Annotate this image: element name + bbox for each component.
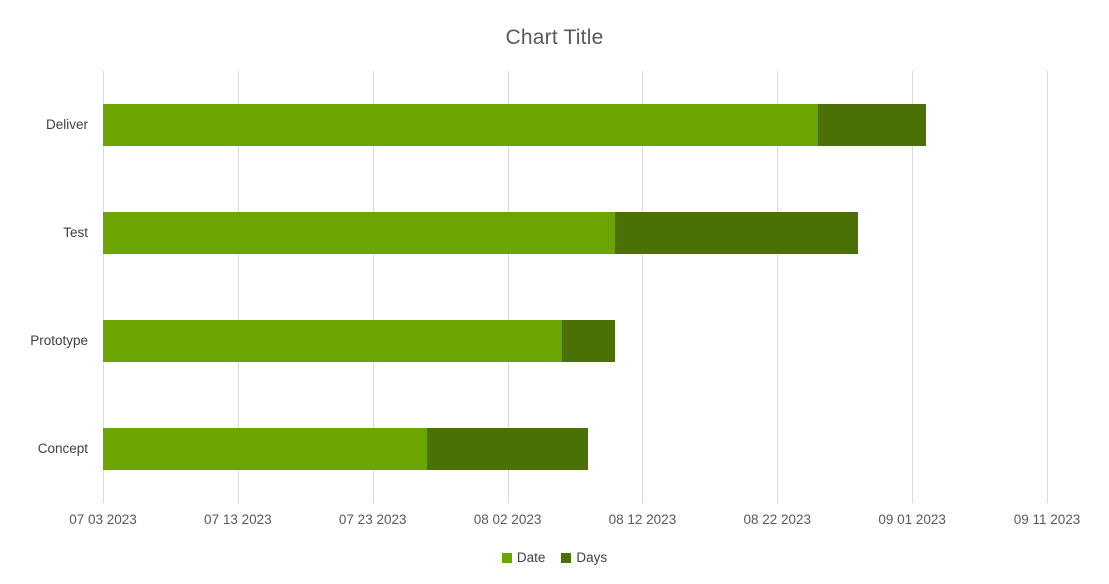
bar-segment-days-deliver[interactable] [817, 104, 926, 146]
vertical-gridline [237, 71, 239, 503]
legend-entry-days[interactable]: Days [561, 550, 607, 565]
category-label-deliver: Deliver [45, 117, 88, 132]
x-tick-label: 08 12 2023 [608, 512, 677, 527]
x-tick-label: 09 01 2023 [878, 512, 946, 527]
category-axis: Deliver Test Prototype Concept [0, 71, 88, 503]
x-tick-label: 07 03 2023 [69, 512, 137, 527]
vertical-gridline [912, 71, 914, 503]
plot-area [103, 71, 1048, 503]
legend-label: Days [576, 550, 608, 565]
bar-segment-date-deliver[interactable] [103, 104, 818, 146]
bar-segment-days-prototype[interactable] [561, 320, 616, 362]
legend-label: Date [516, 550, 546, 565]
legend-swatch-icon [561, 552, 572, 563]
x-tick-label: 08 22 2023 [743, 512, 812, 527]
x-tick-label: 09 11 2023 [1013, 512, 1081, 527]
legend: Date Days [0, 550, 1109, 565]
vertical-gridline [103, 71, 104, 503]
vertical-gridline [507, 71, 509, 503]
bar-segment-date-test[interactable] [103, 212, 616, 254]
vertical-gridline [777, 71, 779, 503]
chart-title: Chart Title [505, 26, 604, 49]
legend-swatch-icon [501, 552, 512, 563]
vertical-gridline [372, 71, 374, 503]
x-tick-label: 07 13 2023 [204, 512, 272, 527]
vertical-gridline [642, 71, 644, 503]
bar-segment-days-concept[interactable] [426, 428, 589, 470]
date-axis: 07 03 2023 07 13 2023 07 23 2023 08 02 2023… [69, 512, 1080, 532]
x-tick-label: 08 02 2023 [473, 512, 542, 527]
category-label-concept: Concept [37, 441, 88, 456]
legend-entry-date[interactable]: Date [501, 550, 546, 565]
bar-segment-date-prototype[interactable] [103, 320, 562, 362]
bar-segment-date-concept[interactable] [103, 428, 427, 470]
vertical-gridline [1047, 71, 1048, 503]
x-tick-label: 07 23 2023 [338, 512, 407, 527]
category-label-test: Test [63, 225, 88, 240]
bar-segment-days-test[interactable] [615, 212, 859, 254]
category-label-prototype: Prototype [30, 333, 88, 348]
